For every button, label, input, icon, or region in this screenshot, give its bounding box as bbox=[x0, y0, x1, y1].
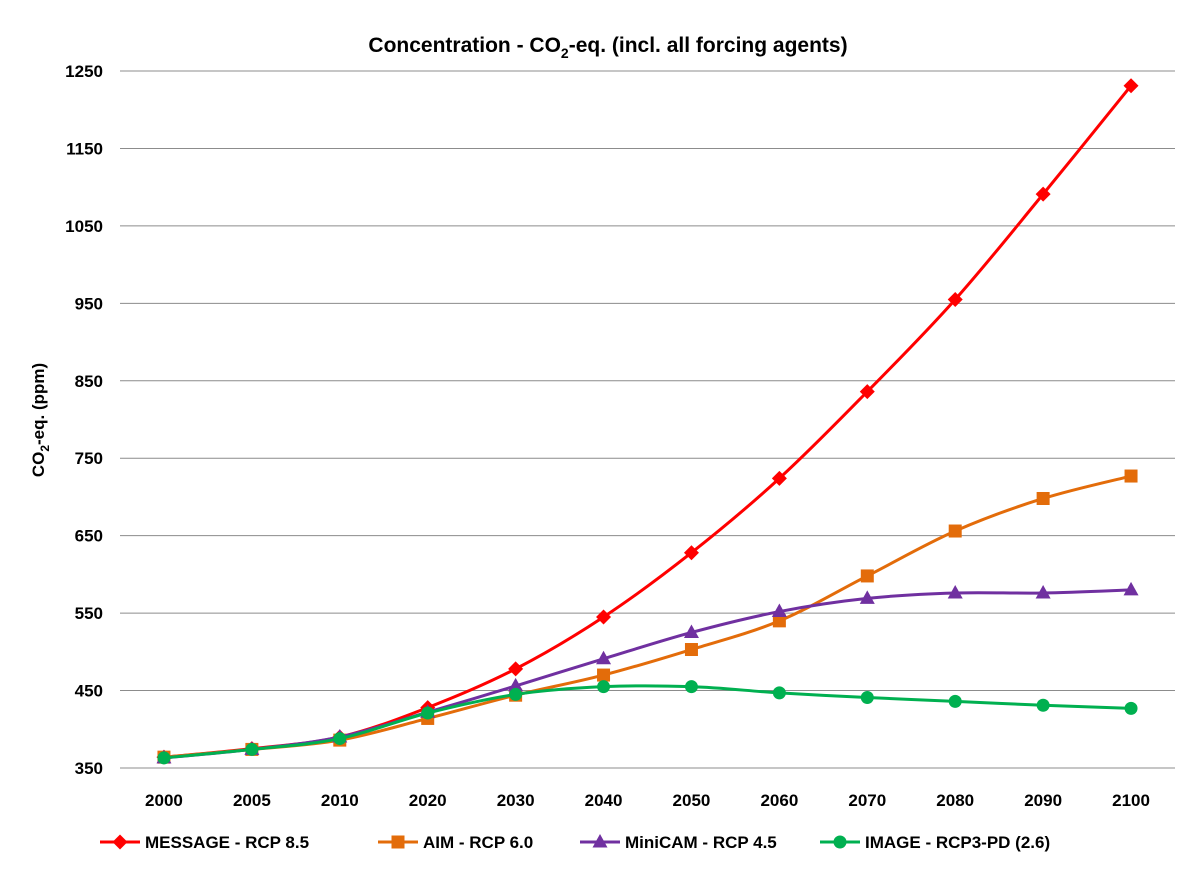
data-point-0-2050 bbox=[683, 545, 699, 561]
legend-marker-2 bbox=[592, 834, 608, 848]
y-tick-label-450: 450 bbox=[75, 682, 103, 701]
y-tick-label-650: 650 bbox=[75, 527, 103, 546]
data-point-0-2090 bbox=[1035, 186, 1051, 202]
legend-label-3: IMAGE - RCP3-PD (2.6) bbox=[865, 833, 1050, 852]
y-tick-label-950: 950 bbox=[75, 294, 103, 313]
y-tick-label-1050: 1050 bbox=[65, 217, 103, 236]
data-point-3-2010 bbox=[333, 732, 347, 746]
data-point-0-2030 bbox=[508, 661, 524, 677]
data-point-1-2070 bbox=[860, 569, 874, 583]
series-line-2 bbox=[163, 588, 1132, 760]
data-point-0-2100 bbox=[1123, 78, 1139, 94]
data-point-3-2005 bbox=[245, 742, 259, 756]
data-point-3-2100 bbox=[1124, 701, 1138, 715]
series-3 bbox=[157, 680, 1138, 765]
y-tick-labels: 350 450 550 650 750 850 950 1050 1150 1250 bbox=[65, 62, 103, 778]
data-point-0-2040 bbox=[596, 609, 612, 625]
y-axis-label-prefix: CO bbox=[29, 452, 48, 478]
data-point-3-2020 bbox=[421, 706, 435, 720]
x-tick-label-2070: 2070 bbox=[848, 791, 886, 810]
data-point-3-2050 bbox=[684, 680, 698, 694]
legend-marker-0 bbox=[112, 834, 128, 850]
y-tick-label-350: 350 bbox=[75, 759, 103, 778]
legend-label-1: AIM - RCP 6.0 bbox=[423, 833, 533, 852]
data-point-0-2060 bbox=[771, 470, 787, 486]
x-tick-label-2010: 2010 bbox=[321, 791, 359, 810]
legend-item-2: MiniCAM - RCP 4.5 bbox=[580, 833, 777, 852]
series-group bbox=[156, 78, 1139, 765]
legend-item-3: IMAGE - RCP3-PD (2.6) bbox=[820, 833, 1050, 852]
data-point-3-2060 bbox=[772, 686, 786, 700]
x-tick-label-2030: 2030 bbox=[497, 791, 535, 810]
data-point-0-2070 bbox=[859, 384, 875, 400]
x-tick-label-2050: 2050 bbox=[673, 791, 711, 810]
chart-title-subscript: 2 bbox=[561, 45, 569, 61]
chart-title-prefix: Concentration - CO bbox=[368, 34, 561, 57]
data-point-2-2080 bbox=[947, 584, 963, 599]
chart-title: Concentration - CO2-eq. (incl. all forci… bbox=[368, 34, 847, 61]
legend-label-0: MESSAGE - RCP 8.5 bbox=[145, 833, 309, 852]
x-tick-label-2020: 2020 bbox=[409, 791, 447, 810]
data-point-1-2080 bbox=[948, 524, 962, 538]
x-tick-labels: 2000 2005 2010 2020 2030 2040 2050 2060 2070 2080… bbox=[145, 791, 1150, 810]
y-tick-label-550: 550 bbox=[75, 604, 103, 623]
data-point-2-2030 bbox=[508, 677, 524, 692]
series-1 bbox=[157, 469, 1138, 764]
legend: MESSAGE - RCP 8.5 AIM - RCP 6.0 MiniCAM - … bbox=[100, 833, 1050, 852]
data-point-3-2040 bbox=[597, 680, 611, 694]
data-point-0-2080 bbox=[947, 291, 963, 307]
y-tick-label-850: 850 bbox=[75, 372, 103, 391]
legend-item-0: MESSAGE - RCP 8.5 bbox=[100, 833, 309, 852]
y-axis-label: CO2-eq. (ppm) bbox=[29, 363, 52, 477]
y-tick-label-1250: 1250 bbox=[65, 62, 103, 81]
series-2 bbox=[156, 581, 1139, 764]
x-tick-label-2000: 2000 bbox=[145, 791, 183, 810]
data-point-3-2070 bbox=[860, 691, 874, 705]
y-axis-label-suffix: -eq. (ppm) bbox=[29, 363, 48, 445]
x-tick-label-2080: 2080 bbox=[936, 791, 974, 810]
y-tick-label-1150: 1150 bbox=[66, 139, 103, 158]
data-point-1-2040 bbox=[597, 668, 611, 682]
data-point-2-2070 bbox=[859, 590, 875, 604]
x-tick-label-2005: 2005 bbox=[233, 791, 271, 810]
data-point-1-2090 bbox=[1036, 491, 1050, 505]
series-line-0 bbox=[163, 84, 1133, 759]
y-tick-label-750: 750 bbox=[75, 449, 103, 468]
x-tick-label-2040: 2040 bbox=[585, 791, 623, 810]
data-point-3-2000 bbox=[157, 751, 171, 765]
data-point-3-2090 bbox=[1036, 698, 1050, 712]
data-point-3-2030 bbox=[509, 687, 523, 701]
legend-marker-1 bbox=[391, 835, 405, 849]
data-point-2-2100 bbox=[1123, 581, 1139, 596]
data-point-2-2060 bbox=[771, 603, 787, 618]
data-point-2-2050 bbox=[683, 624, 699, 638]
data-point-1-2050 bbox=[684, 643, 698, 657]
chart-title-suffix: -eq. (incl. all forcing agents) bbox=[569, 34, 848, 57]
data-point-2-2090 bbox=[1035, 584, 1051, 599]
y-axis-label-subscript: 2 bbox=[38, 445, 52, 452]
data-point-1-2100 bbox=[1124, 469, 1138, 483]
legend-label-2: MiniCAM - RCP 4.5 bbox=[625, 833, 777, 852]
legend-marker-3 bbox=[833, 835, 847, 849]
data-point-3-2080 bbox=[948, 694, 962, 708]
series-line-1 bbox=[163, 474, 1132, 759]
legend-item-1: AIM - RCP 6.0 bbox=[378, 833, 533, 852]
series-line-3 bbox=[163, 684, 1132, 760]
data-point-1-2060 bbox=[772, 614, 786, 628]
x-tick-label-2100: 2100 bbox=[1112, 791, 1150, 810]
gridlines bbox=[120, 70, 1175, 769]
x-tick-label-2060: 2060 bbox=[760, 791, 798, 810]
x-tick-label-2090: 2090 bbox=[1024, 791, 1062, 810]
data-point-2-2040 bbox=[596, 650, 612, 665]
